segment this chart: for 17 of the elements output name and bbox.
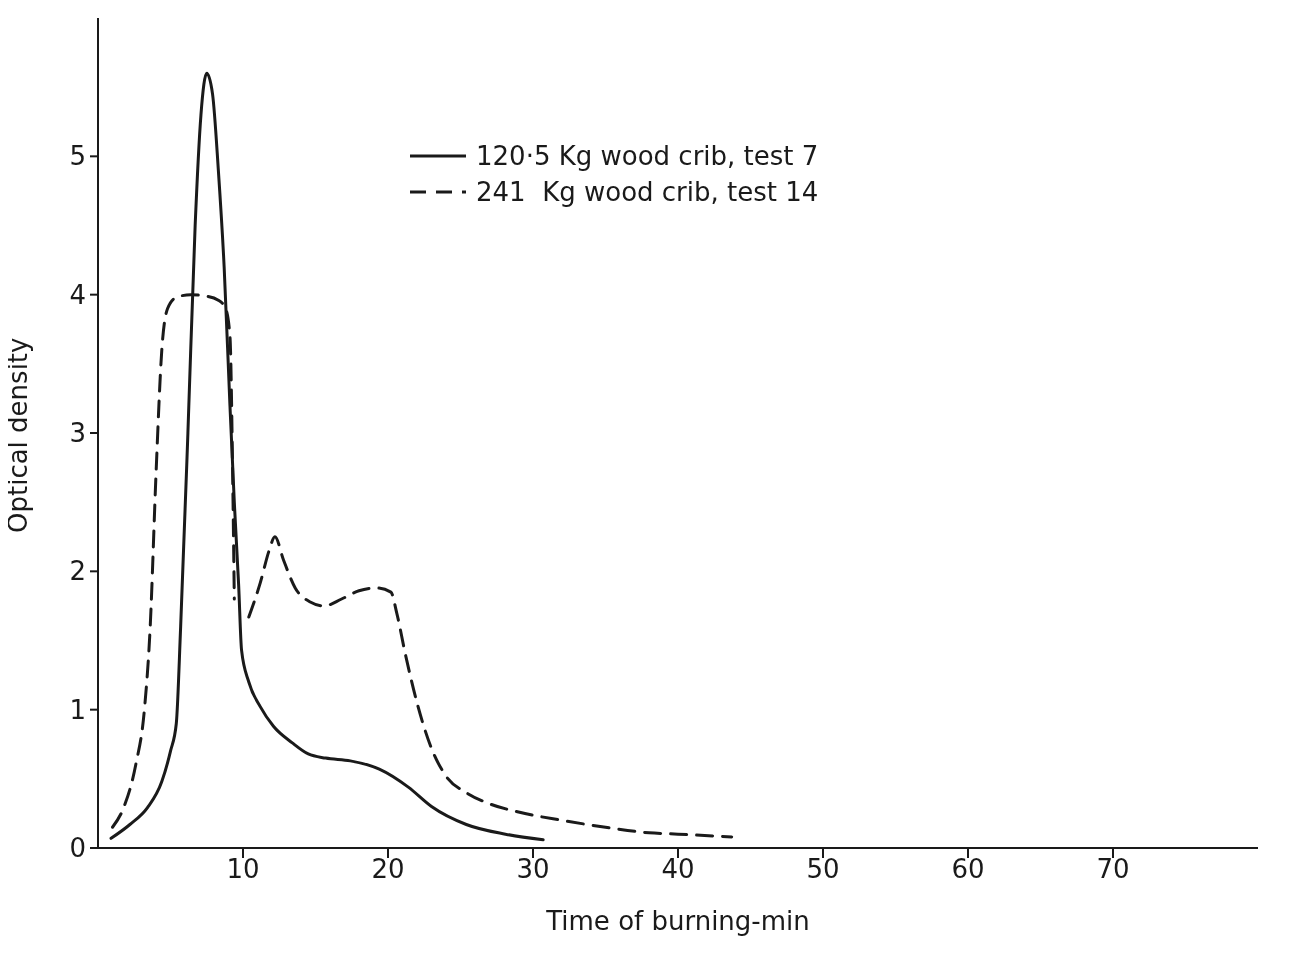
legend-label: 120·5 Kg wood crib, test 7 bbox=[476, 140, 819, 173]
y-tick-label: 5 bbox=[69, 141, 86, 172]
x-axis-title: Time of burning-min bbox=[545, 906, 810, 936]
x-tick-label: 60 bbox=[951, 854, 985, 885]
x-tick-label: 50 bbox=[806, 854, 840, 885]
x-tick-label: 10 bbox=[226, 854, 260, 885]
x-tick-label: 40 bbox=[661, 854, 695, 885]
y-tick-label: 3 bbox=[69, 418, 86, 448]
x-tick-label: 20 bbox=[371, 854, 405, 885]
y-tick-label: 1 bbox=[69, 694, 86, 725]
legend-label: 241 Kg wood crib, test 14 bbox=[476, 176, 819, 209]
y-axis-title: Optical density bbox=[3, 337, 34, 533]
x-tick-label: 70 bbox=[1096, 854, 1130, 885]
y-tick-label: 2 bbox=[69, 556, 86, 587]
y-tick-label: 0 bbox=[69, 833, 86, 863]
x-tick-label: 30 bbox=[516, 854, 550, 885]
y-tick-label: 4 bbox=[69, 279, 86, 310]
